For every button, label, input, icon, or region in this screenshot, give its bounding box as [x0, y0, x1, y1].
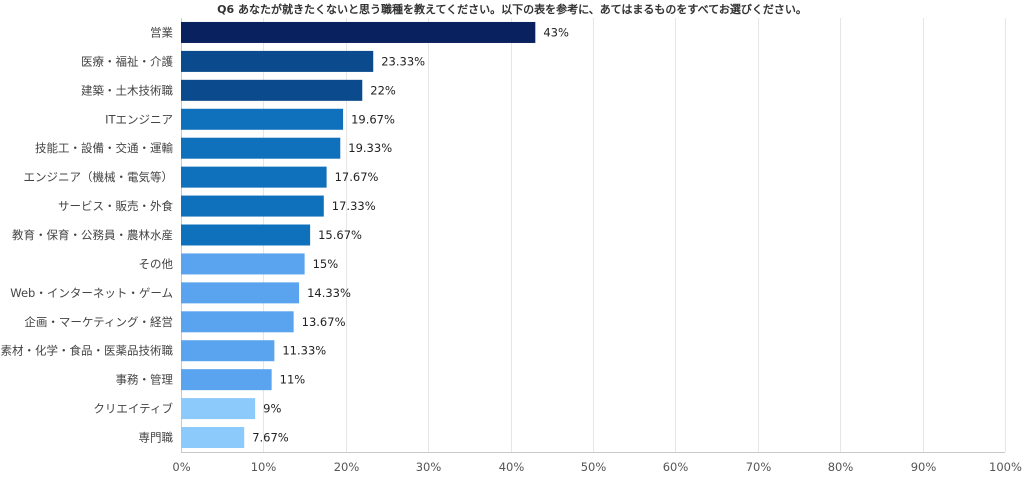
value-label: 15.67%: [318, 228, 362, 242]
x-tick-label: 0%: [172, 460, 190, 474]
bar: [181, 195, 324, 217]
x-tick-label: 60%: [663, 460, 689, 474]
category-label: エンジニア（機械・電気等）: [24, 170, 174, 184]
value-label: 19.67%: [351, 112, 395, 126]
value-label: 15%: [313, 257, 339, 271]
bar: [181, 311, 294, 333]
x-axis-ticks: 0% 10% 20% 30% 40% 50% 60% 70% 80% 90% 100%: [172, 460, 1022, 474]
category-label: 教育・保育・公務員・農林水産: [12, 228, 173, 242]
bar: [181, 427, 245, 449]
category-label: サービス・販売・外食: [58, 199, 173, 213]
category-label: 事務・管理: [116, 373, 174, 387]
x-tick-label: 70%: [746, 460, 772, 474]
value-label: 17.67%: [335, 170, 379, 184]
bar: [181, 224, 311, 246]
category-label: ITエンジニア: [105, 112, 173, 126]
value-label: 22%: [370, 83, 396, 97]
bar: [181, 253, 305, 275]
bar: [181, 21, 536, 43]
bar: [181, 369, 272, 391]
value-label: 13.67%: [302, 315, 346, 329]
category-label: 素材・化学・食品・医薬品技術職: [1, 344, 174, 358]
category-label: Web・インターネット・ゲーム: [10, 286, 173, 300]
value-label: 11.33%: [282, 344, 326, 358]
category-label: クリエイティブ: [93, 402, 173, 416]
x-tick-label: 100%: [989, 460, 1022, 474]
value-label: 43%: [543, 25, 569, 39]
bar: [181, 79, 363, 101]
category-label: 専門職: [139, 431, 174, 445]
x-tick-label: 90%: [911, 460, 937, 474]
category-label: 医療・福祉・介護: [81, 54, 173, 68]
value-label: 23.33%: [381, 54, 425, 68]
value-label: 19.33%: [348, 141, 392, 155]
value-label: 14.33%: [307, 286, 351, 300]
bar: [181, 166, 327, 188]
x-tick-label: 30%: [416, 460, 442, 474]
bar: [181, 50, 374, 72]
chart-title: Q6 あなたが就きたくないと思う職種を教えてください。以下の表を参考に、あてはま…: [217, 2, 807, 16]
x-tick-label: 50%: [581, 460, 607, 474]
bars: [181, 21, 536, 449]
value-label: 11%: [280, 373, 306, 387]
bar: [181, 398, 256, 420]
x-tick-label: 80%: [828, 460, 854, 474]
bar: [181, 108, 344, 130]
value-labels: 43% 23.33% 22% 19.67% 19.33% 17.67% 17.33% 15.6…: [252, 25, 569, 444]
bar: [181, 340, 275, 362]
category-label: その他: [139, 257, 174, 271]
x-tick-label: 40%: [499, 460, 525, 474]
category-label: 営業: [150, 25, 173, 39]
value-label: 17.33%: [332, 199, 376, 213]
bar: [181, 137, 341, 159]
category-label: 建築・土木技術職: [81, 83, 173, 97]
value-label: 7.67%: [252, 431, 289, 445]
category-label: 技能工・設備・交通・運輸: [35, 141, 173, 155]
x-tick-label: 20%: [334, 460, 360, 474]
bar: [181, 282, 300, 304]
x-tick-label: 10%: [251, 460, 277, 474]
value-label: 9%: [263, 402, 281, 416]
category-label: 企画・マーケティング・経営: [24, 315, 173, 329]
